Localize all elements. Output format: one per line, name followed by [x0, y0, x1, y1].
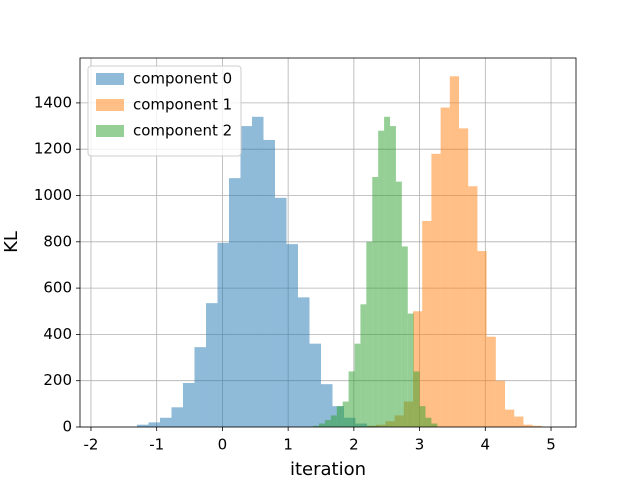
histogram-bar	[419, 406, 426, 427]
histogram-bar	[336, 406, 343, 427]
y-tick-label: 1400	[34, 93, 72, 111]
histogram-bar	[505, 409, 515, 427]
legend-label: component 1	[133, 96, 232, 114]
y-tick-label: 800	[43, 232, 72, 250]
histogram-bar	[523, 424, 533, 427]
histogram-bar	[514, 416, 524, 427]
histogram-bar	[274, 197, 287, 427]
y-tick-label: 1200	[34, 140, 72, 158]
histogram-bar	[321, 384, 333, 427]
histogram-bar	[378, 130, 385, 427]
histogram-bar	[159, 417, 172, 427]
histogram-bar	[486, 336, 496, 427]
histogram-bar	[407, 313, 414, 427]
histogram-bar	[477, 251, 487, 427]
histogram-bar	[171, 407, 183, 427]
histogram-bar	[182, 383, 195, 427]
histogram-bar	[413, 311, 423, 427]
histogram-bar	[468, 186, 478, 427]
histogram-bar	[390, 126, 396, 428]
histogram-bar	[194, 347, 206, 427]
histogram-bar	[148, 422, 160, 427]
histogram-bar	[348, 371, 355, 427]
histogram-bar	[431, 423, 438, 427]
histogram-bar	[422, 220, 432, 427]
y-tick-label: 600	[43, 279, 72, 297]
x-tick-label: 4	[481, 436, 491, 454]
histogram-bar	[431, 153, 441, 428]
histogram-bar	[240, 126, 252, 428]
histogram-bar	[313, 425, 320, 427]
legend-label: component 0	[133, 70, 232, 88]
histogram-bar	[228, 178, 241, 427]
legend-swatch	[96, 99, 124, 111]
histogram-bar	[205, 303, 218, 427]
histogram-bar	[309, 343, 322, 427]
legend: component 0 component 1 component 2	[87, 65, 242, 157]
histogram-bar	[330, 415, 337, 427]
x-tick-label: -2	[83, 436, 98, 454]
y-axis-label: KL	[1, 231, 22, 253]
histogram-bar	[459, 128, 469, 427]
histogram-bar	[360, 304, 367, 427]
histogram-bar	[319, 423, 325, 427]
x-tick-label: 3	[415, 436, 425, 454]
legend-swatch	[96, 73, 124, 85]
legend-swatch	[96, 125, 124, 137]
histogram-bar	[366, 241, 373, 427]
histogram-bar	[136, 424, 149, 427]
histogram-bar	[449, 76, 460, 427]
bars	[136, 76, 542, 428]
histogram-bar	[440, 107, 450, 427]
histogram-bar	[324, 420, 331, 427]
legend-label: component 2	[133, 122, 232, 140]
x-tick-label: 5	[546, 436, 556, 454]
histogram-bar	[495, 380, 506, 427]
histogram-bar	[286, 244, 298, 427]
histogram-bar	[532, 425, 542, 427]
histogram-bar	[401, 246, 408, 427]
ticks: -2 -1 0 1 2 3 4 5 0 200 400 600 800 1000 1200 1400	[34, 93, 556, 453]
histogram-bar	[342, 401, 349, 427]
histogram-bar	[297, 297, 310, 427]
histogram-bar	[413, 371, 420, 427]
y-tick-label: 1000	[34, 186, 72, 204]
histogram-bar	[395, 181, 402, 427]
histogram-bar	[217, 242, 229, 427]
x-axis-label: iteration	[290, 459, 366, 480]
x-tick-label: 2	[349, 436, 359, 454]
histogram-bar	[372, 176, 379, 427]
y-tick-label: 400	[43, 325, 72, 343]
histogram-bar	[425, 417, 432, 427]
x-tick-label: 1	[283, 436, 293, 454]
histogram-bar	[384, 116, 391, 427]
histogram-bar	[354, 343, 361, 427]
y-tick-label: 200	[43, 371, 72, 389]
histogram-bar	[263, 139, 275, 428]
axes-frame	[79, 57, 577, 428]
legend-box	[87, 65, 242, 157]
x-tick-label: 0	[218, 436, 228, 454]
x-tick-label: -1	[149, 436, 164, 454]
y-tick-label: 0	[62, 418, 72, 436]
histogram-bar	[251, 116, 264, 427]
